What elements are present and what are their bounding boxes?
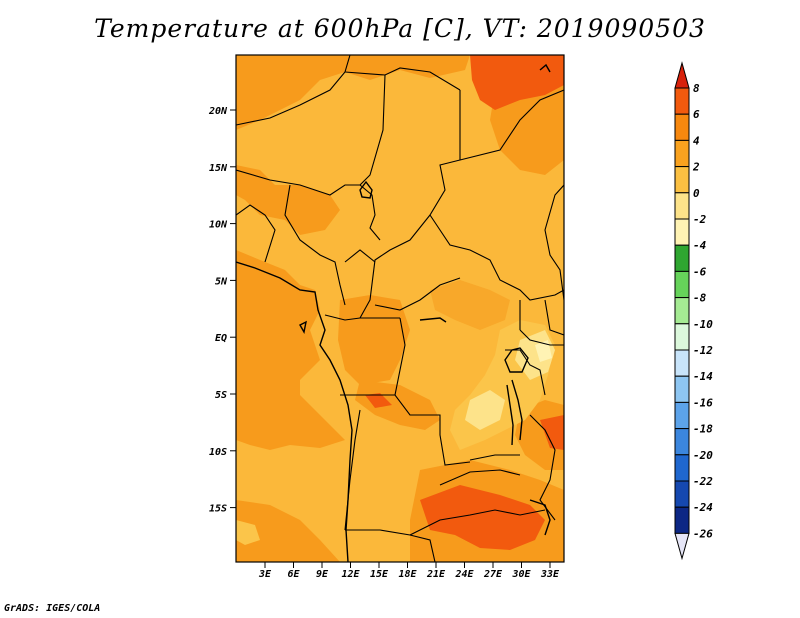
lat-tick-label: 15S	[209, 504, 227, 515]
colorbar-swatch	[674, 113, 690, 141]
lon-tick-label: 30E	[511, 569, 531, 580]
colorbar-label: -10	[693, 318, 713, 331]
colorbar-swatch	[674, 139, 690, 168]
lat-tick-label: 20N	[208, 106, 228, 117]
lat-tick-label: 10S	[209, 447, 227, 458]
lon-tick-label: 33E	[540, 569, 560, 580]
map-frame	[235, 54, 565, 563]
colorbar: 8 6 4 2 0 -2 -4 -6 -8 -10 -12 -14 -16 -18 -20 -22 -24 -26	[674, 61, 713, 561]
colorbar-swatch	[674, 297, 690, 325]
colorbar-swatch	[674, 323, 690, 351]
colorbar-label: -14	[693, 370, 713, 383]
lon-tick-label: 6E	[287, 569, 300, 580]
credit-label: GrADS: IGES/COLA	[4, 603, 101, 614]
temperature-map: 20N 15N 10N 5N EQ 5S 10S 15S 3E 6E 9E 12E 15E 18E 21E…	[208, 54, 713, 580]
colorbar-swatch	[674, 401, 690, 430]
colorbar-label: 6	[693, 108, 700, 121]
colorbar-swatch	[674, 87, 690, 115]
lon-tick-label: 18E	[398, 569, 417, 580]
lat-tick-label: EQ	[215, 333, 227, 344]
colorbar-label: 4	[693, 134, 700, 147]
colorbar-swatch	[674, 428, 690, 456]
colorbar-swatch	[674, 192, 690, 220]
colorbar-label: -18	[693, 423, 713, 436]
colorbar-label: -4	[693, 239, 707, 252]
lat-tick-label: 5S	[215, 390, 227, 401]
lon-tick-label: 24E	[454, 569, 474, 580]
colorbar-upper-cap	[674, 61, 690, 89]
lon-tick-label: 21E	[426, 569, 446, 580]
latitude-axis: 20N 15N 10N 5N EQ 5S 10S 15S	[208, 106, 236, 515]
colorbar-swatch	[674, 480, 690, 508]
colorbar-label: -12	[693, 344, 713, 357]
colorbar-label: -20	[693, 449, 713, 462]
colorbar-label: -6	[693, 265, 707, 278]
lon-tick-label: 3E	[258, 569, 272, 580]
lat-tick-label: 5N	[215, 276, 228, 287]
longitude-axis: 3E 6E 9E 12E 15E 18E 21E 24E 27E 30E 33E	[258, 562, 560, 580]
colorbar-label: 8	[693, 82, 700, 95]
colorbar-label: 2	[692, 161, 700, 174]
lon-tick-label: 27E	[483, 569, 503, 580]
colorbar-swatch	[674, 244, 690, 272]
colorbar-lower-cap	[674, 532, 690, 561]
colorbar-label: -2	[693, 213, 707, 226]
lon-tick-label: 12E	[341, 569, 360, 580]
country-borders	[236, 55, 564, 562]
colorbar-label: -16	[693, 396, 713, 409]
colorbar-swatch	[674, 349, 690, 377]
lon-tick-label: 9E	[316, 569, 329, 580]
colorbar-label: -26	[693, 527, 713, 540]
colorbar-swatch	[674, 375, 690, 403]
colorbar-label: 0	[693, 187, 700, 200]
lat-tick-label: 10N	[209, 220, 228, 231]
temperature-fill	[236, 55, 564, 562]
map-title: Temperature at 600hPa [C], VT: 201909050…	[94, 14, 706, 43]
colorbar-label: -24	[693, 501, 713, 514]
lat-tick-label: 15N	[209, 163, 228, 174]
colorbar-swatch	[674, 454, 690, 482]
colorbar-swatch	[674, 166, 690, 194]
lon-tick-label: 15E	[370, 569, 389, 580]
colorbar-label: -8	[693, 292, 707, 305]
colorbar-swatch	[674, 506, 690, 534]
colorbar-swatch	[674, 270, 690, 299]
colorbar-label: -22	[693, 475, 713, 488]
colorbar-swatch	[674, 218, 690, 246]
coastline-and-lakes	[236, 63, 551, 562]
